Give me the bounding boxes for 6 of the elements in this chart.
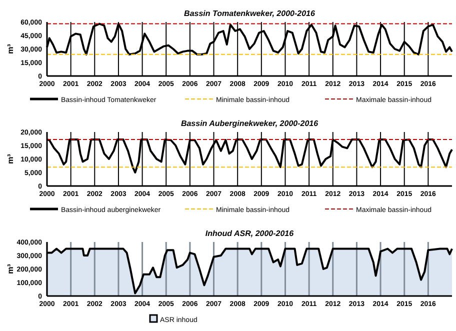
chart-title: Bassin Auberginekweker, 2000-2016 bbox=[180, 119, 319, 128]
chart-title: Inhoud ASR, 2000-2016 bbox=[205, 229, 294, 238]
y-axis-title: m³ bbox=[6, 154, 15, 164]
y-axis-title: m³ bbox=[6, 264, 15, 274]
y-axis-title: m³ bbox=[6, 44, 15, 54]
chart-title: Bassin Tomatenkweker, 2000-2016 bbox=[184, 9, 316, 18]
